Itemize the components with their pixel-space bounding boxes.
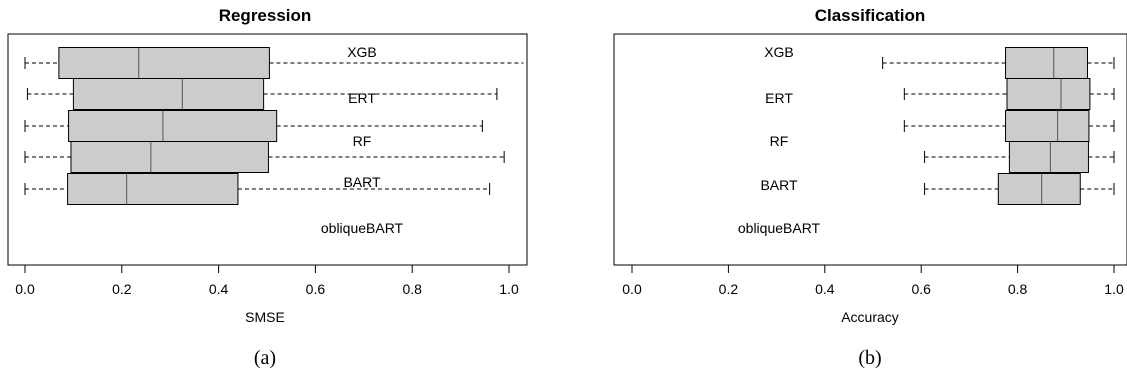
x-axis-label: Accuracy: [841, 309, 899, 325]
iqr-box: [67, 173, 239, 205]
classification-panel: Classification XGB ERT RF BART obliqueBART 0…: [613, 6, 1127, 369]
x-tick-label: 0.8: [402, 281, 422, 297]
iqr-box: [997, 173, 1081, 205]
x-tick-label: 0.6: [306, 281, 326, 297]
x-axis-label: SMSE: [245, 309, 285, 325]
iqr-box: [68, 110, 278, 142]
x-tick-label: 1.0: [1104, 281, 1124, 297]
series-label: obliqueBART: [321, 220, 404, 236]
chart-title: Classification: [815, 6, 926, 25]
series-label: XGB: [347, 44, 377, 60]
iqr-box: [70, 141, 269, 173]
box-ert: ERT: [765, 78, 1115, 110]
panel-caption: (b): [858, 347, 881, 369]
iqr-box: [1005, 47, 1088, 79]
iqr-box: [72, 78, 265, 110]
x-tick-label: 0.6: [911, 281, 931, 297]
box-rf: RF: [24, 110, 483, 149]
box-obliquebart: obliqueBART: [738, 173, 1115, 236]
series-label: obliqueBART: [738, 220, 821, 236]
iqr-box: [1006, 78, 1091, 110]
series-label: RF: [353, 133, 372, 149]
box-obliquebart: obliqueBART: [24, 173, 491, 236]
x-tick-label: 0.0: [15, 281, 35, 297]
x-tick-label: 0.8: [1008, 281, 1028, 297]
series-label: XGB: [764, 44, 794, 60]
series-label: BART: [760, 177, 798, 193]
iqr-box: [1008, 141, 1089, 173]
iqr-box: [58, 47, 270, 79]
x-axis: 0.0 0.2 0.4 0.6 0.8 1.0: [622, 264, 1124, 297]
x-tick-label: 0.2: [112, 281, 132, 297]
chart-title: Regression: [219, 6, 312, 25]
box-rf: RF: [770, 110, 1115, 149]
panel-caption: (a): [254, 347, 276, 369]
box-bart: BART: [24, 141, 505, 190]
x-tick-label: 0.4: [815, 281, 835, 297]
series-label: ERT: [765, 90, 793, 106]
box-series-group: XGB ERT RF BART obliqueBART: [24, 44, 524, 236]
series-label: RF: [770, 133, 789, 149]
box-xgb: XGB: [24, 44, 524, 79]
series-label: BART: [343, 174, 381, 190]
box-series-group: XGB ERT RF BART obliqueBART: [738, 44, 1115, 236]
box-bart: BART: [760, 141, 1115, 193]
series-label: ERT: [348, 90, 376, 106]
box-ert: ERT: [26, 78, 498, 110]
x-tick-label: 0.2: [719, 281, 739, 297]
x-tick-label: 0.4: [209, 281, 229, 297]
iqr-box: [1005, 110, 1090, 142]
x-axis: 0.0 0.2 0.4 0.6 0.8 1.0: [15, 264, 519, 297]
x-tick-label: 0.0: [622, 281, 642, 297]
box-xgb: XGB: [764, 44, 1115, 79]
x-tick-label: 1.0: [499, 281, 519, 297]
